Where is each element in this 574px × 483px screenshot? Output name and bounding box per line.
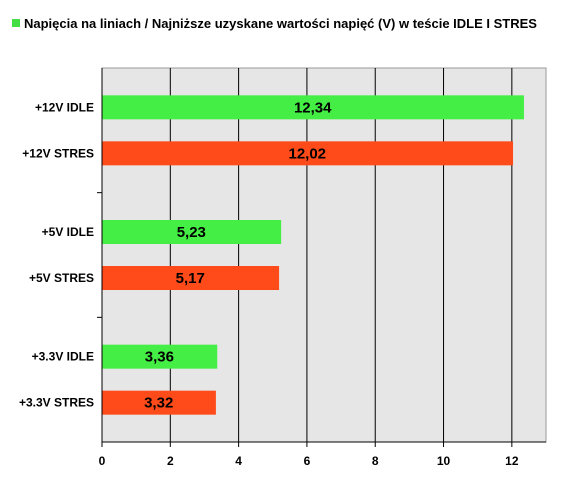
category-label: +3.3V STRES <box>19 396 94 410</box>
data-label: 5,23 <box>177 224 206 241</box>
bar <box>102 95 524 120</box>
data-label: 3,36 <box>145 349 174 366</box>
category-label: +3.3V IDLE <box>32 350 94 364</box>
x-tick-label: 4 <box>235 454 242 468</box>
bar <box>102 390 216 415</box>
x-tick-label: 10 <box>437 454 451 468</box>
data-label: 12,34 <box>294 99 332 116</box>
category-label: +5V STRES <box>29 271 94 285</box>
x-tick-label: 0 <box>99 454 106 468</box>
bar <box>102 141 514 166</box>
legend-text: Napięcia na liniach / Najniższe uzyskane… <box>24 16 537 31</box>
category-label: +5V IDLE <box>42 225 94 239</box>
x-axis: 0 2 4 6 8 10 12 <box>99 441 546 468</box>
x-tick-label: 12 <box>505 454 519 468</box>
x-tick-label: 6 <box>304 454 311 468</box>
bar <box>102 220 282 244</box>
data-label: 12,02 <box>288 145 326 162</box>
bars: 12,34 12,02 5,23 5,17 3,36 3,32 <box>102 95 524 415</box>
legend-swatch <box>12 19 20 27</box>
x-tick-label: 2 <box>167 454 174 468</box>
plot-area <box>101 67 547 443</box>
bar <box>102 344 218 369</box>
data-label: 3,32 <box>144 395 173 412</box>
data-label: 5,17 <box>176 270 205 287</box>
gridlines <box>169 68 513 442</box>
bar <box>102 266 280 290</box>
category-label: +12V STRES <box>22 146 94 160</box>
category-label: +12V IDLE <box>35 100 94 114</box>
y-axis: +12V IDLE +12V STRES +5V IDLE +5V STRES +3.3… <box>19 68 103 442</box>
x-tick-label: 8 <box>372 454 379 468</box>
legend: Napięcia na liniach / Najniższe uzyskane… <box>12 16 537 31</box>
